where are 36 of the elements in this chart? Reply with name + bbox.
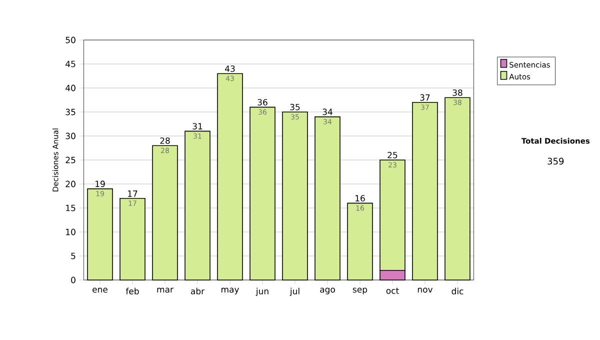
x-tick-label: abr xyxy=(190,288,205,294)
total-label: 43 xyxy=(225,65,235,72)
x-tick-label: ene xyxy=(92,288,108,293)
total-label: 36 xyxy=(258,99,268,106)
total-label: 17 xyxy=(128,190,138,197)
x-tick-label: dic xyxy=(452,288,464,294)
total-label: 37 xyxy=(420,94,430,101)
total-label: 35 xyxy=(290,104,300,110)
y-tick-label: 45 xyxy=(66,60,76,68)
x-tick-label: may xyxy=(222,288,240,294)
y-tick-label: 10 xyxy=(66,228,76,236)
y-tick-label: 50 xyxy=(66,36,76,44)
y-tick-label: 0 xyxy=(71,276,76,284)
x-tick-label: ago xyxy=(320,288,335,294)
total-label: 34 xyxy=(322,108,332,116)
total-label: 25 xyxy=(388,152,398,158)
total-label: 38 xyxy=(452,89,462,96)
y-tick-label: 15 xyxy=(66,204,76,212)
x-tick-label: sep xyxy=(352,288,368,294)
y-tick-label: 5 xyxy=(71,252,76,260)
x-tick-label: nov xyxy=(418,288,433,293)
x-tick-label: jul xyxy=(290,288,300,296)
x-tick-label: oct xyxy=(386,288,399,294)
y-tick-label: 30 xyxy=(66,132,76,140)
x-tick-label: mar xyxy=(157,288,174,293)
y-tick-label: 25 xyxy=(66,156,76,164)
x-tick-label: jun xyxy=(256,288,268,296)
y-tick-label: 35 xyxy=(66,108,76,116)
total-label: 28 xyxy=(160,137,170,144)
text: 359 xyxy=(548,158,564,165)
total-label: 31 xyxy=(192,123,202,130)
total-label: 16 xyxy=(356,195,365,202)
y-tick-label: 40 xyxy=(66,84,76,92)
total-label: 19 xyxy=(96,180,105,188)
x-tick-label: feb xyxy=(126,288,139,294)
y-tick-label: 20 xyxy=(66,180,76,188)
